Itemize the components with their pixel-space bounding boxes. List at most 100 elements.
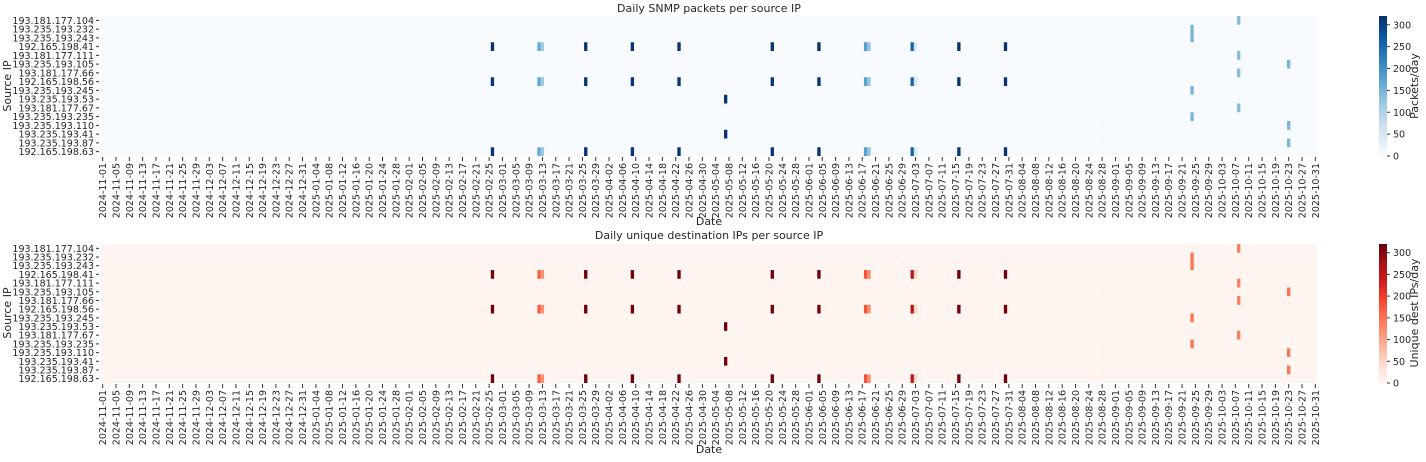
colorbar-segment [1379,285,1387,289]
heatmap-cell [1237,16,1241,25]
colorbar-segment [1379,125,1387,129]
colorbar-segment [1379,142,1387,145]
heatmap-cell [1287,287,1291,297]
colorbar-segment [1379,128,1387,131]
colorbar-segment [1379,74,1387,78]
heatmap-cell [1100,121,1104,130]
x-tick-label: 2025-09-01 [1111,390,1122,445]
x-tick-label: 2025-07-11 [938,163,949,218]
colorbar-segment [1379,244,1387,247]
y-tick-label: 193.235.193.245 [12,86,94,97]
x-tick-label: 2025-04-30 [698,390,709,445]
colorbar-segment [1379,93,1387,96]
heatmap-cell [957,77,961,86]
colorbar-segment [1379,334,1387,338]
colorbar-segment [1379,373,1387,377]
x-tick-label: 2025-03-13 [538,163,549,218]
y-tick-label: 193.181.177.66 [18,296,94,307]
heatmap-cell [910,77,914,86]
heatmap-cell [913,77,918,86]
colorbar-segment [1379,86,1387,89]
x-tick-label: 2024-12-11 [231,390,242,445]
heatmap-cell [540,42,545,51]
x-tick-label: 2025-10-15 [1258,163,1269,218]
colorbar-segment [1379,288,1387,291]
x-tick-label: 2024-11-13 [138,390,149,445]
heatmap-cell [770,270,774,279]
x-tick-label: 2025-07-07 [924,163,935,218]
colorbar-segment [1379,362,1387,365]
x-tick-label: 2025-10-19 [1271,390,1282,445]
x-tick-label: 2025-05-24 [778,390,789,445]
y-tick-label: 193.235.193.110 [12,121,94,132]
x-tick-label: 2025-10-27 [1298,390,1309,445]
heatmap-cell [863,77,868,86]
x-tick-label: 2025-06-17 [858,390,869,445]
colorbar-segment [1379,65,1387,68]
colorbar-segment [1379,34,1387,38]
colorbar-segment [1379,114,1387,117]
x-tick-label: 2025-07-07 [924,390,935,445]
heatmap-cell [677,374,681,383]
heatmap-cell [1100,365,1104,375]
colorbar-segment [1379,257,1387,261]
y-tick-label: 193.181.177.67 [18,331,94,342]
heatmap-cell [910,42,914,51]
heatmap-cell [540,270,545,279]
heatmap-cell [584,270,588,279]
x-tick-label: 2024-11-17 [151,163,162,218]
x-tick-label: 2025-04-14 [645,390,656,445]
x-tick-label: 2025-06-21 [871,390,882,445]
x-tick-label: 2025-06-09 [831,163,842,218]
colorbar-segment [1379,255,1387,259]
heatmap-cell [1237,278,1241,288]
colorbar-segment [1379,88,1387,92]
x-tick-label: 2025-08-12 [1044,163,1055,218]
x-tick-label: 2025-02-17 [458,163,469,218]
x-tick-label: 2025-03-09 [525,163,536,218]
y-tick-label: 193.235.193.53 [18,95,94,106]
colorbar-segment [1379,250,1387,254]
colorbar-segment [1379,364,1387,368]
colorbar-segment [1379,55,1387,59]
heatmap-cell [910,270,914,279]
heatmap-cell [910,374,914,383]
heatmap-cell [723,94,728,104]
x-tick-label: 2024-11-21 [165,390,176,445]
x-tick-label: 2025-05-20 [764,390,775,445]
x-tick-label: 2025-09-29 [1204,390,1215,445]
y-tick-label: 193.235.193.235 [12,112,94,123]
heatmap-cell [1190,313,1194,323]
y-tick-label: 192.165.198.56 [18,77,94,88]
colorbar-segment [1379,18,1387,22]
chart-title: Daily unique destination IPs per source … [595,229,824,242]
heatmap-cell [630,374,635,383]
heatmap-cell [1190,112,1194,121]
x-tick-label: 2025-02-05 [418,390,429,445]
heatmap-cell [817,304,821,314]
heatmap-cell [1100,348,1104,357]
x-tick-label: 2025-04-22 [671,163,682,218]
heatmap-cell [1237,103,1241,113]
y-tick-label: 193.235.193.41 [18,130,94,141]
x-tick-label: 2025-08-20 [1071,390,1082,445]
colorbar-segment [1379,30,1387,33]
heatmap-cell [630,270,635,279]
colorbar-segment [1379,371,1387,375]
x-tick-label: 2024-12-19 [258,390,269,445]
x-tick-label: 2025-01-12 [338,390,349,445]
x-tick-label: 2025-10-23 [1284,390,1295,445]
colorbar-segment [1379,102,1387,106]
colorbar-segment [1379,301,1387,305]
colorbar-segment [1379,53,1387,57]
heatmap-cell [1287,348,1291,357]
colorbar-segment [1379,345,1387,349]
x-tick-label: 2025-01-28 [391,163,402,218]
x-tick-label: 2025-04-02 [605,390,616,445]
heatmap-cell [1287,138,1291,148]
x-tick-label: 2025-08-28 [1098,390,1109,445]
heatmap-cell [1100,287,1104,297]
x-tick-label: 2025-08-04 [1018,390,1029,445]
x-tick-label: 2025-06-13 [844,390,855,445]
x-tick-label: 2025-02-01 [405,390,416,445]
